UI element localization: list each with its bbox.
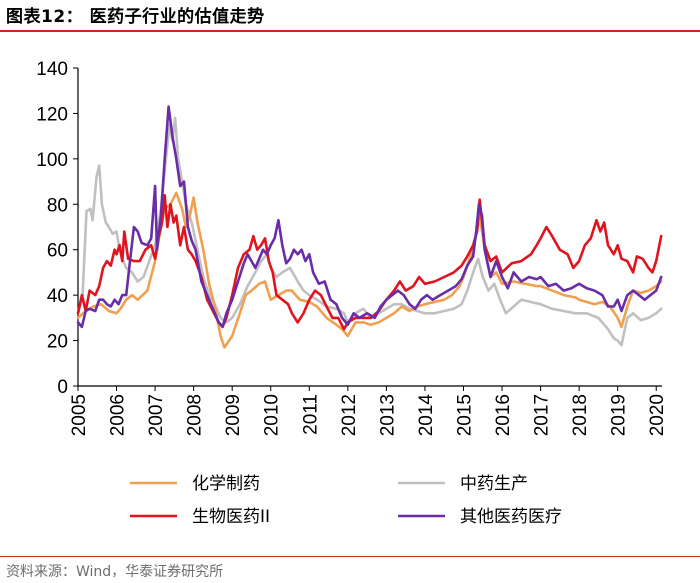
x-tick-label: 2014 [416, 394, 437, 437]
y-tick-label: 80 [47, 195, 68, 216]
x-tick-label: 2006 [108, 394, 129, 436]
series-line-2 [76, 193, 663, 331]
x-tick-label: 2015 [454, 394, 475, 436]
legend-label-2: 生物医药II [192, 507, 270, 527]
x-tick-label: 2008 [185, 394, 206, 436]
y-tick-label: 0 [57, 377, 68, 398]
series-line-3 [76, 105, 663, 329]
y-tick-label: 100 [36, 150, 68, 171]
series-line-1 [76, 116, 663, 347]
x-tick-label: 2012 [339, 394, 360, 436]
y-tick-label: 20 [47, 332, 68, 353]
x-tick-label: 2013 [377, 394, 398, 436]
x-tick-label: 2009 [223, 394, 244, 436]
figure-title: 图表12： 医药子行业的估值走势 [6, 7, 265, 27]
x-tick-label: 2007 [146, 394, 167, 436]
axes: 0 20 40 60 80 100 120 140 2005 2006 2007 2008 2009 20… [36, 59, 668, 436]
source-divider [0, 556, 700, 557]
legend-label-1: 中药生产 [460, 474, 528, 494]
y-tick-label: 140 [36, 59, 68, 80]
legend-label-0: 化学制药 [192, 474, 260, 494]
x-tick-label: 2010 [262, 394, 283, 436]
x-tick-label: 2017 [532, 394, 553, 436]
y-tick-label: 40 [47, 286, 68, 307]
x-tick-label: 2005 [69, 394, 90, 436]
y-tick-label: 120 [36, 104, 68, 125]
x-tick-label: 2016 [493, 394, 514, 436]
y-tick-label: 60 [47, 241, 68, 262]
legend-label-3: 其他医药医疗 [460, 507, 562, 527]
x-tick-label: 2019 [609, 394, 630, 436]
x-tick-label: 2018 [570, 394, 591, 436]
series-lines [76, 105, 663, 349]
source-note: 资料来源：Wind，华泰证券研究所 [6, 564, 224, 580]
x-tick-label: 2011 [300, 394, 321, 435]
title-divider [0, 30, 700, 32]
x-tick-label: 2020 [647, 394, 668, 436]
